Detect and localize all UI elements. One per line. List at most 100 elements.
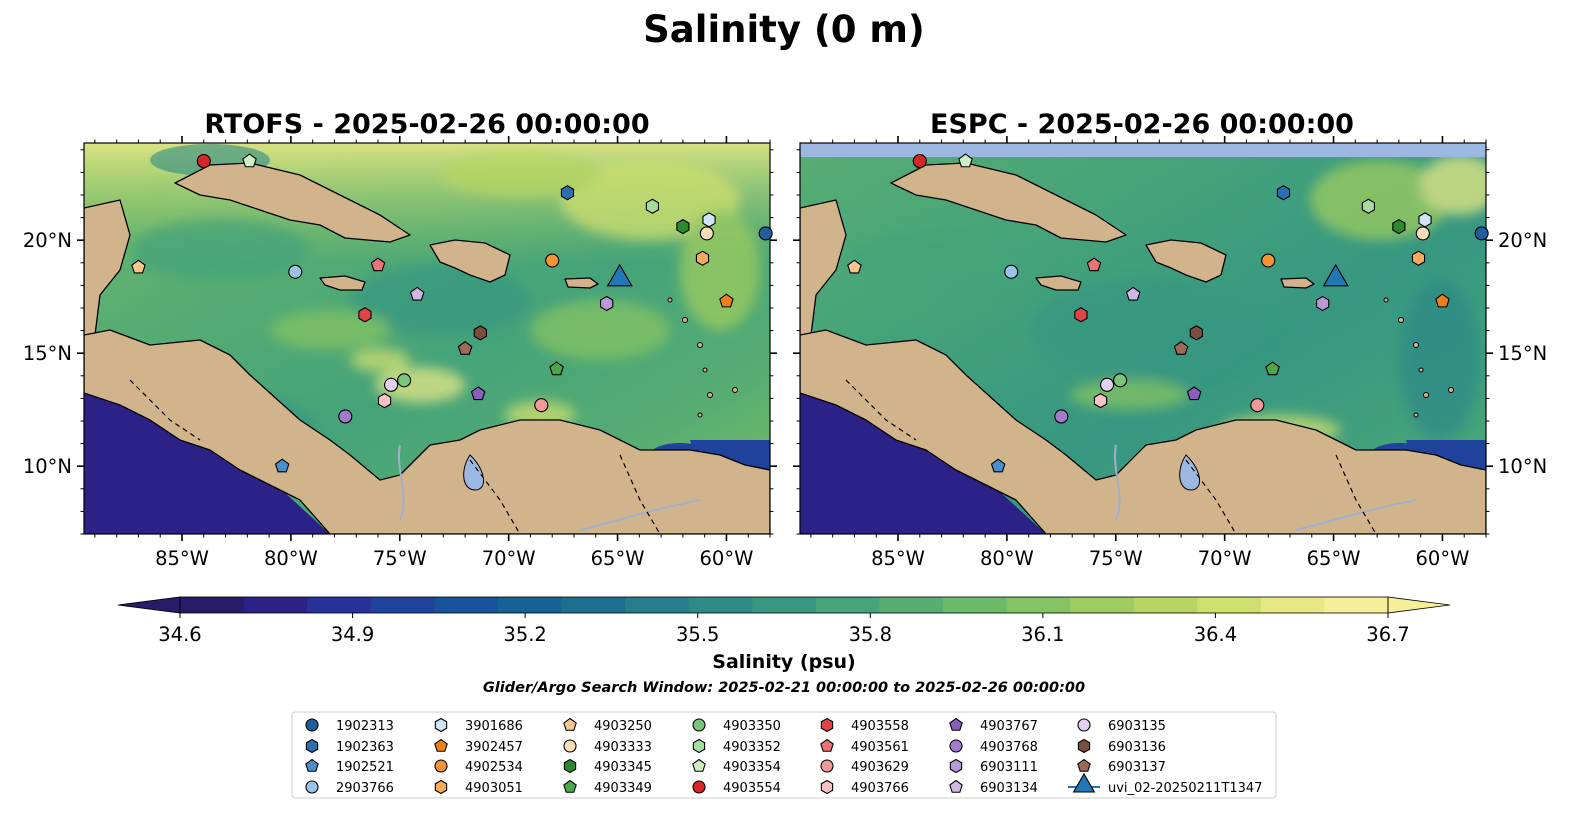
legend-item: 4903354: [692, 758, 781, 775]
legend-label: 1902521: [336, 760, 394, 775]
float-marker: [1186, 386, 1202, 401]
colorbar-bin: [752, 597, 817, 613]
coastline-espc: [800, 162, 1486, 534]
colorbar-extend-max: [1387, 596, 1451, 614]
float-marker: [758, 226, 773, 241]
float-marker: [1474, 226, 1489, 241]
float-marker: [695, 250, 710, 266]
colorbar: 34.6 34.9 35.2 35.5 35.8 36.1 36.4 36.7 Salinit…: [117, 596, 1451, 673]
float-marker: [131, 259, 146, 274]
legend-frame: [291, 711, 1277, 799]
legend-pentagon-marker: [563, 717, 577, 731]
float-marker: [473, 325, 487, 341]
float-marker: [1173, 340, 1189, 355]
colorbar-bin: [1324, 597, 1389, 613]
y-tick-label: 10°N: [23, 455, 72, 478]
x-axis-rtofs: 85°W 80°W 75°W 70°W 65°W 60°W: [94, 136, 771, 570]
rivers-espc: [1114, 444, 1417, 531]
float-marker: [1415, 226, 1430, 241]
x-tick-label: 85°W: [871, 547, 925, 570]
search-window-caption: Glider/Argo Search Window: 2025-02-21 00…: [483, 680, 1085, 696]
legend-circle-marker: [305, 718, 319, 732]
colorbar-bins: [117, 596, 1451, 614]
rivers-rtofs: [398, 444, 701, 531]
legend-item: 4903051: [434, 779, 523, 796]
x-axis-espc: 85°W 80°W 75°W 70°W 65°W 60°W: [810, 136, 1487, 570]
colorbar-bin: [1260, 597, 1326, 613]
legend: 1902313 1902363 1902521 2903766 3901686 39024…: [291, 711, 1277, 799]
x-tick-label: 70°W: [1198, 547, 1252, 570]
colorbar-bin: [1133, 597, 1198, 613]
legend-circle-marker: [820, 759, 834, 773]
legend-item: 1902521: [305, 758, 394, 775]
legend-label: 1902363: [336, 740, 394, 755]
legend-pentagon-marker: [692, 758, 706, 772]
colorbar-tick-label: 34.9: [331, 623, 374, 646]
colorbar-bin: [434, 597, 499, 613]
float-marker: [1093, 393, 1108, 409]
legend-circle-marker: [434, 759, 448, 773]
float-marker: [1361, 198, 1376, 214]
float-marker: [1411, 250, 1426, 266]
float-marker: [1189, 325, 1203, 341]
legend-pentagon-marker: [1077, 758, 1091, 772]
float-marker: [274, 458, 290, 473]
colorbar-bin: [561, 597, 626, 613]
float-marker: [457, 340, 473, 355]
figure-title: Salinity (0 m): [643, 8, 925, 51]
legend-triangle-marker: [1072, 772, 1096, 793]
float-marker: [702, 212, 716, 228]
colorbar-frame: [179, 596, 1389, 614]
legend-label: 4902534: [465, 760, 523, 775]
legend-label: uvi_02-20250211T1347: [1108, 781, 1262, 796]
colorbar-bin: [942, 597, 1008, 613]
float-marker: [990, 458, 1006, 473]
colorbar-bin: [307, 597, 372, 613]
legend-circle-marker: [949, 739, 963, 753]
float-marker: [545, 253, 560, 268]
legend-item: 4903333: [563, 739, 652, 755]
x-tick-label: 65°W: [591, 547, 645, 570]
legend-label: 2903766: [336, 781, 394, 796]
colorbar-tick-label: 34.6: [158, 623, 201, 646]
float-marker: [1261, 253, 1276, 268]
float-marker: [288, 264, 303, 279]
y-tick-label: 20°N: [23, 229, 72, 252]
colorbar-bin: [688, 597, 753, 613]
lesser-antilles-espc: [1383, 297, 1454, 418]
legend-circle-marker: [692, 718, 706, 732]
float-marker: [1074, 307, 1088, 323]
float-marker: [1392, 218, 1406, 235]
float-marker: [699, 226, 714, 241]
y-tick-label: 15°N: [1498, 342, 1547, 365]
legend-label: 4903051: [465, 781, 523, 796]
map-panel-rtofs: RTOFS - 2025-02-26 00:00:00: [23, 109, 777, 570]
legend-label: 4903250: [594, 719, 652, 734]
colorbar-bin: [815, 597, 880, 613]
legend-item: 4903350: [692, 718, 781, 734]
colorbar-bin: [180, 597, 245, 613]
x-tick-label: 75°W: [1089, 547, 1143, 570]
x-tick-label: 60°W: [1416, 547, 1470, 570]
legend-pentagon-marker: [305, 758, 319, 772]
x-tick-label: 80°W: [264, 547, 318, 570]
legend-label: 4903558: [851, 719, 909, 734]
x-tick-label: 70°W: [482, 547, 536, 570]
colorbar-tick-label: 35.2: [503, 623, 546, 646]
float-marker: [397, 373, 412, 388]
legend-label: 6903136: [1108, 740, 1166, 755]
colorbar-tick-label: 36.7: [1366, 623, 1409, 646]
y-tick-label: 10°N: [1498, 455, 1547, 478]
legend-item: 4903352: [692, 738, 781, 755]
legend-entries: 1902313 1902363 1902521 2903766 3901686 39024…: [305, 717, 1262, 796]
colorbar-bin: [1197, 597, 1262, 613]
float-marker: [645, 198, 660, 214]
float-marker: [470, 386, 486, 401]
float-marker: [338, 409, 353, 424]
legend-hexagon-marker: [563, 758, 577, 774]
float-marker: [1250, 398, 1265, 413]
legend-item: 6903111: [949, 758, 1038, 775]
float-marker: [1086, 257, 1102, 272]
colorbar-bin: [1006, 597, 1071, 613]
